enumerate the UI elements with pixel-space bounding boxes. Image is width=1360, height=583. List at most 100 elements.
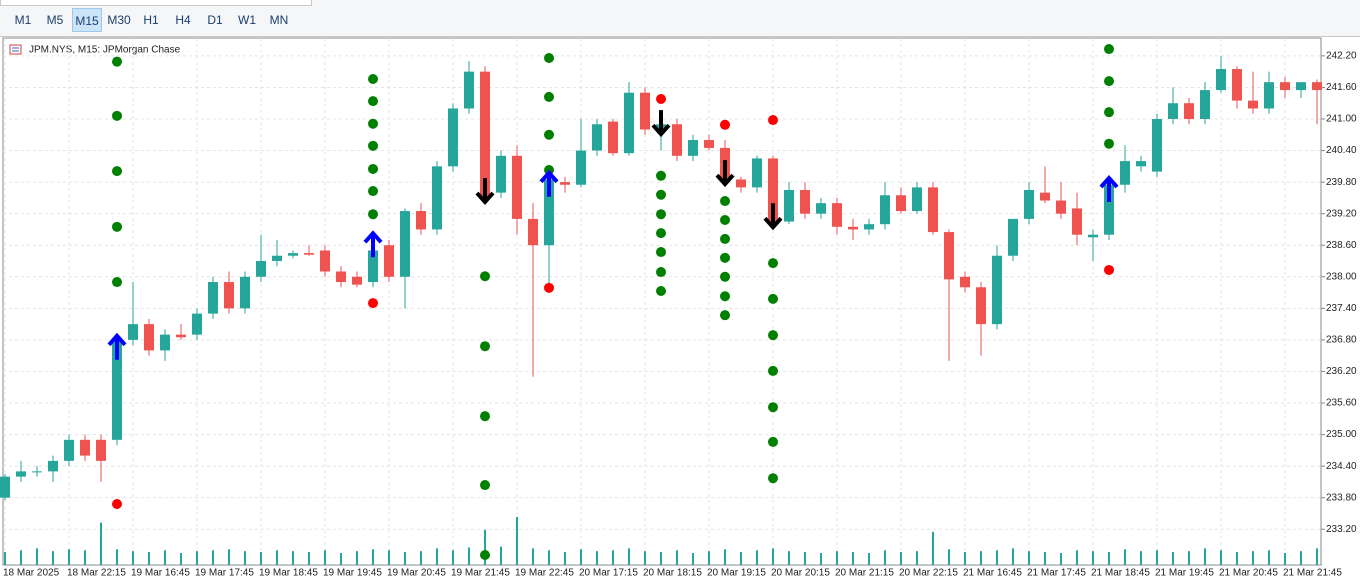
volume-bar <box>916 551 918 565</box>
volume-bar <box>644 551 646 565</box>
volume-bar <box>452 550 454 565</box>
x-tick-label: 21 Mar 17:45 <box>1027 568 1086 579</box>
candle-body <box>432 166 442 230</box>
target-dot <box>480 341 490 352</box>
volume-bar <box>532 548 534 565</box>
target-dot <box>768 436 778 447</box>
candle-body <box>1168 103 1178 119</box>
timeframe-button[interactable]: M15 <box>72 8 102 32</box>
signal-arrow <box>1099 174 1119 202</box>
timeframe-button[interactable]: H1 <box>143 13 159 27</box>
candle-body <box>48 460 58 472</box>
candle-body <box>480 71 490 198</box>
x-tick-label: 21 Mar 16:45 <box>963 568 1022 579</box>
volume-bar <box>1300 551 1302 565</box>
target-dot <box>1104 138 1114 149</box>
candle-body <box>224 282 234 309</box>
x-tick-label: 18 Mar 2025 <box>3 568 60 579</box>
target-dot <box>544 129 554 140</box>
candle-body <box>928 187 938 233</box>
y-tick-label: 240.40 <box>1326 145 1357 156</box>
volume-bar <box>340 553 342 565</box>
timeframe-button[interactable]: M5 <box>46 13 64 27</box>
timeframe-button[interactable]: MN <box>269 13 289 27</box>
target-dot <box>768 258 778 269</box>
y-tick-label: 239.20 <box>1326 208 1357 219</box>
target-dot <box>112 56 122 67</box>
timeframe-button[interactable]: H4 <box>175 13 191 27</box>
candle-body <box>1136 161 1146 167</box>
x-tick-label: 19 Mar 16:45 <box>131 568 190 579</box>
x-tick-label: 20 Mar 17:15 <box>579 568 638 579</box>
volume-bar <box>500 546 502 565</box>
target-dot <box>768 330 778 341</box>
candle-body <box>896 195 906 212</box>
signal-arrow <box>539 169 559 197</box>
chart-title: JPM.NYS, M15: JPMorgan Chase <box>29 45 181 56</box>
volume-bar <box>1268 550 1270 565</box>
candle-body <box>832 203 842 227</box>
volume-bar <box>564 552 566 565</box>
candle-body <box>592 124 602 151</box>
candle-body <box>1056 200 1066 214</box>
candle-body <box>128 324 138 340</box>
candle-body <box>96 439 106 461</box>
y-tick-label: 241.60 <box>1326 82 1357 93</box>
candle-body <box>256 261 266 277</box>
y-tick-label: 242.20 <box>1326 51 1357 62</box>
candle-body <box>1200 90 1210 119</box>
candle-body <box>1152 118 1162 172</box>
candle-body <box>160 334 170 351</box>
volume-bar <box>852 552 854 565</box>
volume-bar <box>628 548 630 565</box>
timeframe-button[interactable]: M1 <box>14 13 32 27</box>
x-tick-label: 20 Mar 22:15 <box>899 568 958 579</box>
volume-bar <box>1188 551 1190 565</box>
grid <box>3 38 1321 565</box>
target-dot <box>368 96 378 107</box>
target-dot <box>480 550 490 561</box>
candle-body <box>736 179 746 188</box>
volume-bar <box>516 517 518 565</box>
candle-body <box>1216 69 1226 91</box>
volume-bar <box>180 553 182 565</box>
volume-bar <box>436 548 438 565</box>
volume-bar <box>4 552 6 565</box>
volume-bar <box>228 549 230 565</box>
timeframe-button[interactable]: W1 <box>238 13 256 27</box>
y-tick-label: 233.20 <box>1326 524 1357 535</box>
candle-body <box>320 250 330 272</box>
volume-bar <box>1316 548 1318 565</box>
candle-body <box>368 250 378 283</box>
target-dot <box>720 310 730 321</box>
target-dot <box>368 163 378 174</box>
signal-arrow <box>715 160 735 188</box>
x-tick-label: 20 Mar 20:15 <box>771 568 830 579</box>
timeframe-button[interactable]: D1 <box>207 13 223 27</box>
candle-body <box>112 339 122 440</box>
y-tick-label: 235.60 <box>1326 398 1357 409</box>
target-dot <box>112 110 122 121</box>
candle-body <box>800 189 810 214</box>
signal-arrow <box>107 332 127 360</box>
candle-body <box>992 255 1002 325</box>
timeframe-button[interactable]: M30 <box>107 13 131 27</box>
volume-bar <box>196 551 198 565</box>
candle-body <box>336 271 346 283</box>
volume-bar <box>356 551 358 565</box>
volume-bar <box>20 550 22 565</box>
x-tick-label: 19 Mar 19:45 <box>323 568 382 579</box>
target-dot <box>368 186 378 197</box>
candle-body <box>496 155 506 193</box>
volume-bar <box>276 550 278 565</box>
volume-bar <box>244 551 246 565</box>
target-dot <box>544 91 554 102</box>
candle-body <box>16 471 26 477</box>
candle-body <box>1280 82 1290 91</box>
volume-bar <box>68 549 70 565</box>
volume-bar <box>404 552 406 565</box>
target-dot <box>768 402 778 413</box>
volume-bar <box>468 547 470 565</box>
candle-body <box>624 92 634 154</box>
volume-bar <box>1092 551 1094 565</box>
